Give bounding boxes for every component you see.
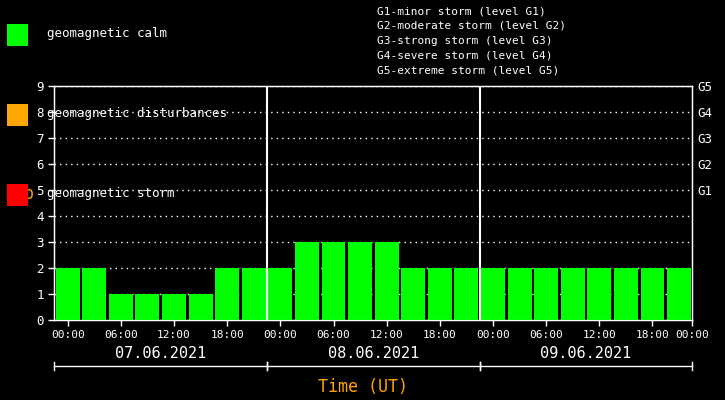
Bar [534,268,558,320]
Bar [587,268,611,320]
Bar [241,268,265,320]
Text: G3-strong storm (level G3): G3-strong storm (level G3) [377,36,552,46]
Text: G2-moderate storm (level G2): G2-moderate storm (level G2) [377,21,566,31]
Text: Time (UT): Time (UT) [318,378,407,396]
Bar [162,294,186,320]
Bar [507,268,531,320]
Text: geomagnetic storm: geomagnetic storm [47,188,175,200]
Bar [136,294,160,320]
Bar [215,268,239,320]
Bar [82,268,106,320]
Bar [321,242,345,320]
Text: 09.06.2021: 09.06.2021 [540,346,631,362]
Y-axis label: Kp: Kp [15,185,36,203]
Text: G1-minor storm (level G1): G1-minor storm (level G1) [377,6,546,16]
Bar [56,268,80,320]
Bar [667,268,691,320]
Text: G5-extreme storm (level G5): G5-extreme storm (level G5) [377,65,559,75]
Bar [348,242,372,320]
Bar [268,268,292,320]
Bar [401,268,425,320]
Bar [481,268,505,320]
Bar [295,242,319,320]
Text: 08.06.2021: 08.06.2021 [328,346,419,362]
Bar [614,268,638,320]
Bar [109,294,133,320]
Bar [560,268,584,320]
Bar [455,268,478,320]
Text: geomagnetic disturbances: geomagnetic disturbances [47,108,227,120]
Text: geomagnetic calm: geomagnetic calm [47,28,167,40]
Text: G4-severe storm (level G4): G4-severe storm (level G4) [377,50,552,60]
Bar [188,294,212,320]
Bar [375,242,399,320]
Bar [428,268,452,320]
Bar [640,268,664,320]
Text: 07.06.2021: 07.06.2021 [115,346,207,362]
